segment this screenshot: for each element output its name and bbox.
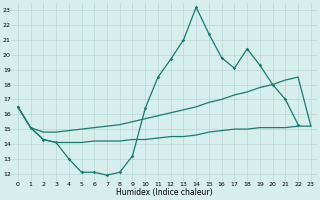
X-axis label: Humidex (Indice chaleur): Humidex (Indice chaleur) [116, 188, 213, 197]
